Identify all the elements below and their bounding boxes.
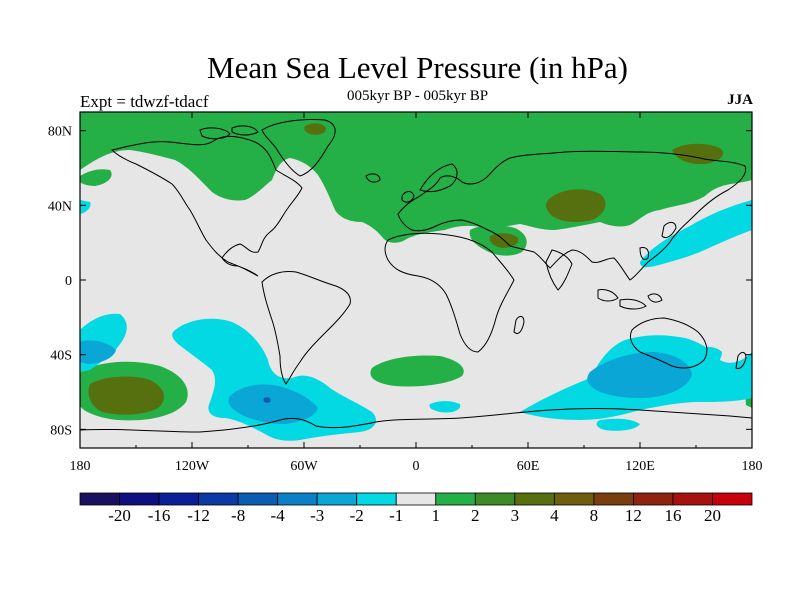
coast-south-america <box>261 271 351 385</box>
coast-eurasia <box>397 150 747 281</box>
colorbar-label: 12 <box>625 506 642 525</box>
coast-arctic-islands <box>199 125 259 140</box>
coast-greenland <box>261 119 336 177</box>
lon-tick-label: 60E <box>517 459 540 474</box>
axis-ticks: 80N 40N 0 40S 80S 180 120W 60W 0 60E 120E 180 <box>48 112 763 474</box>
coast-japan <box>661 221 677 239</box>
southern-ocean-low-core-west <box>228 384 318 424</box>
colorbar-label: -3 <box>310 506 324 525</box>
coast-australia <box>629 317 708 369</box>
lat-tick-label: 80N <box>48 125 72 140</box>
lat-tick-label: 80S <box>50 423 72 438</box>
colorbar-swatch <box>79 492 120 506</box>
coast-scandinavia <box>419 163 458 193</box>
colorbar-swatch <box>158 492 199 506</box>
colorbar-swatch <box>119 492 160 506</box>
colorbar-swatch <box>474 492 516 506</box>
greenland-small-core <box>304 123 326 135</box>
colorbar-swatch <box>672 492 713 506</box>
experiment-label: Expt = tdwzf-tdacf <box>80 92 209 111</box>
colorbar-label: 3 <box>511 506 520 525</box>
colorbar-swatch <box>316 492 358 506</box>
coast-se-asia <box>597 247 663 310</box>
colorbar-label: 8 <box>590 506 599 525</box>
colorbar-label: -4 <box>271 506 286 525</box>
north-pacific-high-core <box>672 143 724 165</box>
colorbar-label: 16 <box>664 506 681 525</box>
south-pacific-low-core <box>80 340 116 364</box>
colorbar-label: 20 <box>704 506 721 525</box>
plot-subtitle: 005kyr BP - 005kyr BP <box>346 88 489 104</box>
colorbar-swatch <box>395 492 437 506</box>
coast-uk <box>401 191 415 203</box>
lat-tick-label: 40N <box>48 199 72 214</box>
colorbar-swatch <box>356 492 397 506</box>
colorbar-label: -2 <box>350 506 364 525</box>
lon-tick-label: 120W <box>175 459 210 474</box>
colorbar-swatch <box>712 492 753 506</box>
colorbar-swatch <box>198 492 239 506</box>
colorbar-swatch <box>553 492 595 506</box>
tiny-low-core <box>263 397 271 403</box>
lat-tick-label: 40S <box>50 349 72 364</box>
coast-india <box>545 249 573 291</box>
colorbar-swatch <box>593 492 634 506</box>
colorbar-swatch <box>435 492 476 506</box>
colorbar-swatch <box>633 492 674 506</box>
positive-anomaly-fields <box>80 112 752 421</box>
colorbar: -20 -16 -12 -8 -4 -3 -2 -1 1 2 3 4 8 12 16 20 <box>79 492 753 525</box>
north-pacific-lobe <box>80 169 112 186</box>
coast-madagascar <box>513 315 525 335</box>
colorbar-label: -8 <box>231 506 245 525</box>
colorbar-swatch <box>237 492 279 506</box>
coast-antarctica <box>80 408 752 433</box>
map-plot-area <box>80 112 752 448</box>
lon-tick-label: 0 <box>413 459 420 474</box>
lon-tick-label: 180 <box>70 459 91 474</box>
west-edge-cyan <box>80 200 91 214</box>
western-pacific-low <box>640 200 752 268</box>
plot-title: Mean Sea Level Pressure (in hPa) <box>207 50 628 85</box>
colorbar-label: -20 <box>108 506 131 525</box>
coast-new-zealand <box>735 351 747 369</box>
season-label: JJA <box>727 92 753 108</box>
coast-iceland <box>365 173 381 183</box>
south-atlantic-high <box>370 355 464 387</box>
coast-north-america <box>111 135 303 277</box>
lat-tick-label: 0 <box>65 274 72 289</box>
colorbar-label: 2 <box>471 506 480 525</box>
colorbar-label: 1 <box>432 506 441 525</box>
lon-tick-label: 60W <box>290 459 318 474</box>
coast-africa <box>384 232 515 353</box>
colorbar-label: 4 <box>550 506 559 525</box>
coastlines <box>80 119 752 433</box>
colorbar-swatch <box>514 492 555 506</box>
colorbar-label: -1 <box>389 506 403 525</box>
colorbar-swatch <box>277 492 318 506</box>
lon-tick-label: 120E <box>625 459 655 474</box>
south-pacific-high-core <box>88 376 165 415</box>
lon-tick-label: 180 <box>742 459 763 474</box>
siberia-high-core <box>545 189 606 222</box>
colorbar-label: -16 <box>148 506 171 525</box>
colorbar-label: -12 <box>187 506 210 525</box>
